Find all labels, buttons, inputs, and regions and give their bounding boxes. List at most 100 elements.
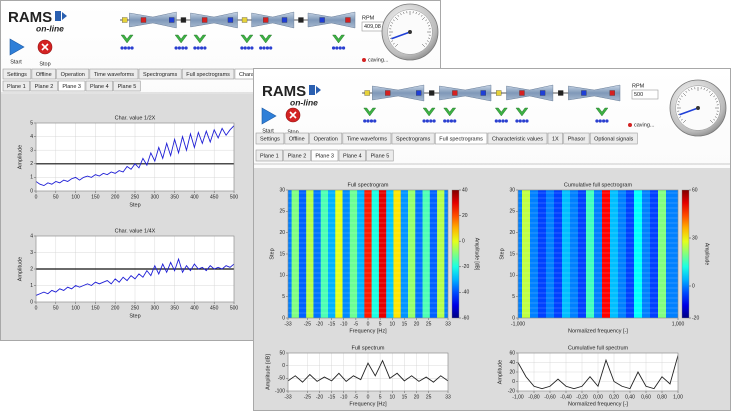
plot-frame <box>35 122 235 192</box>
tab[interactable] <box>487 132 548 145</box>
start-label[interactable]: Start <box>262 128 274 134</box>
tab-label[interactable]: Spectrograms <box>143 72 177 78</box>
tab-label[interactable]: 1X <box>552 136 559 142</box>
tab-label[interactable]: Operation <box>314 136 338 142</box>
plot-content <box>288 190 448 318</box>
component <box>452 90 458 96</box>
tab[interactable] <box>311 149 339 162</box>
start-button[interactable] <box>9 38 25 56</box>
status-led <box>628 123 632 127</box>
x-tick-label: -33 <box>284 394 291 400</box>
tab[interactable] <box>85 80 113 92</box>
tab[interactable] <box>138 68 182 80</box>
tab-label[interactable]: Offline <box>36 72 52 78</box>
sensor-led <box>595 119 599 123</box>
chart-title: Char. value 1/2X <box>115 115 156 121</box>
tab[interactable] <box>283 149 311 162</box>
tab[interactable] <box>255 132 285 145</box>
tab[interactable] <box>31 68 56 80</box>
tab-label[interactable]: Plane 2 <box>35 84 54 90</box>
tab-label[interactable]: Plane 1 <box>260 153 279 159</box>
sensor <box>240 34 254 44</box>
heatmap-column <box>364 190 372 318</box>
tab-label[interactable]: Plane 5 <box>371 153 390 159</box>
tab[interactable] <box>58 80 86 92</box>
tab[interactable] <box>366 149 394 162</box>
stop-label[interactable]: Stop <box>39 61 50 67</box>
tab[interactable] <box>342 132 392 145</box>
tab[interactable] <box>589 132 638 145</box>
heatmap-column <box>378 190 387 318</box>
start-button[interactable] <box>261 107 277 125</box>
x-tick-label: 200 <box>111 305 120 311</box>
tab[interactable] <box>2 80 30 92</box>
tab[interactable] <box>547 132 564 145</box>
data-line <box>288 359 448 383</box>
tab[interactable] <box>181 68 235 80</box>
gauge-tick <box>714 116 717 118</box>
tab-label[interactable]: Optional signals <box>594 136 633 142</box>
sensor <box>515 107 529 117</box>
colorbar-tick-label: 0 <box>692 283 695 289</box>
tab[interactable] <box>2 68 32 80</box>
tab[interactable] <box>30 80 58 92</box>
tab[interactable] <box>56 68 90 80</box>
y-tick-label: 1 <box>30 283 33 289</box>
tab-label[interactable]: Offline <box>289 136 305 142</box>
tab-label[interactable]: Full spectrograms <box>439 136 483 142</box>
gauge-tick <box>418 13 420 16</box>
x-tick-label: -25 <box>304 394 311 400</box>
tab[interactable] <box>338 149 366 162</box>
tab[interactable] <box>391 132 435 145</box>
colorbar-tick-label: 40 <box>462 187 468 193</box>
tab[interactable] <box>284 132 309 145</box>
x-tick-label: 0,20 <box>609 394 619 400</box>
tab-label[interactable]: Plane 3 <box>315 153 334 159</box>
heatmap-column <box>415 190 423 318</box>
y-tick-label: 3 <box>30 148 33 154</box>
tab-label[interactable]: Plane 1 <box>7 84 26 90</box>
tab-label[interactable]: Plane 4 <box>90 84 109 90</box>
tab-label[interactable]: Plane 5 <box>118 84 137 90</box>
chart-title: Full spectrogram <box>348 182 389 188</box>
tab-label[interactable]: Time waveforms <box>94 72 134 78</box>
y-tick-label: 15 <box>279 251 285 257</box>
sensor-led <box>504 119 508 123</box>
tab[interactable] <box>309 132 343 145</box>
logo-subtitle: on-line <box>36 23 64 33</box>
chart-title: Char. value 1/4X <box>115 228 156 234</box>
tab-label[interactable]: Settings <box>260 136 280 142</box>
y-axis-label: Step <box>499 248 505 259</box>
y-tick-label: 0 <box>512 315 515 321</box>
y-tick-label: 4 <box>30 134 33 140</box>
tab-label[interactable]: Spectrograms <box>396 136 430 142</box>
tab-label[interactable]: Full spectrograms <box>186 72 230 78</box>
tab[interactable] <box>434 132 488 145</box>
tab[interactable] <box>113 80 141 92</box>
tab-label[interactable]: Plane 2 <box>288 153 307 159</box>
x-tick-label: 350 <box>170 305 179 311</box>
tab-label[interactable]: Operation <box>61 72 85 78</box>
stop-label[interactable]: Stop <box>287 129 298 135</box>
tab-label[interactable]: Settings <box>7 72 27 78</box>
component <box>519 90 525 96</box>
sensor-led <box>335 46 339 50</box>
tab[interactable] <box>563 132 590 145</box>
sensor-led <box>598 119 602 123</box>
tab-label[interactable]: Phasor <box>568 136 586 142</box>
tab-label[interactable]: Characteristic values <box>492 136 543 142</box>
tab[interactable] <box>255 149 283 162</box>
x-tick-label: 500 <box>230 305 239 311</box>
tab-label[interactable]: Plane 4 <box>343 153 362 159</box>
start-label[interactable]: Start <box>10 59 22 65</box>
gauge-tick <box>428 37 431 39</box>
tab-label[interactable]: Plane 3 <box>62 84 81 90</box>
tab-label[interactable]: Time waveforms <box>347 136 387 142</box>
x-tick-label: 0,00 <box>593 394 603 400</box>
gauge-tick <box>716 113 719 115</box>
heatmap-column <box>408 190 416 318</box>
heatmap-column <box>586 190 595 318</box>
y-tick-label: 50 <box>279 350 285 356</box>
tab[interactable] <box>89 68 139 80</box>
sensor-led <box>432 119 436 123</box>
